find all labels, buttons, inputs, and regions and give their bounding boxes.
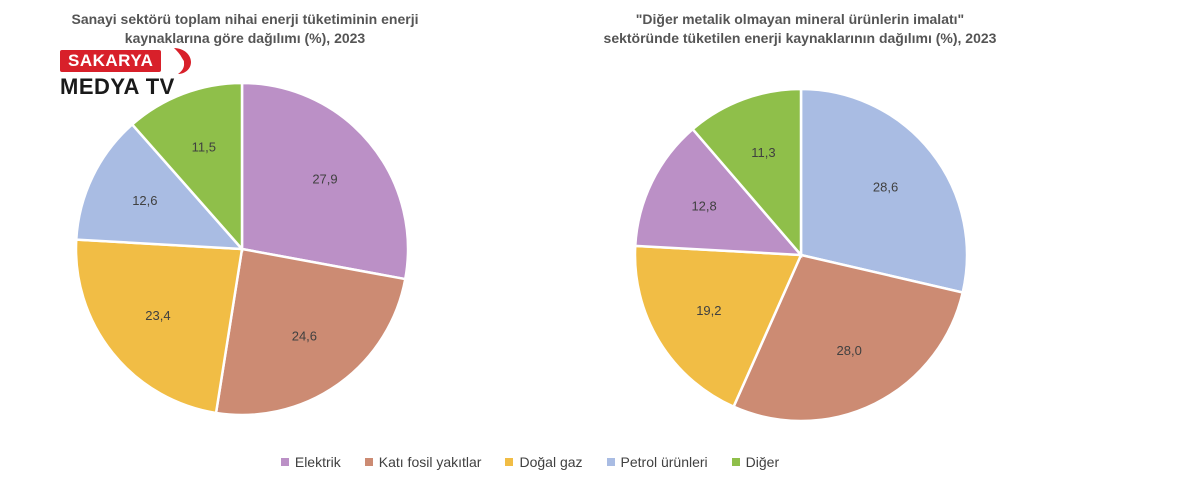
pie-label-left-3: 12,6 <box>132 193 157 208</box>
pie-label-left-0: 27,9 <box>312 171 337 186</box>
pie-slice-right-3 <box>633 127 804 257</box>
legend-item: Doğal gaz <box>505 454 583 470</box>
legend: Elektrik Katı fosil yakıtlar Doğal gaz Petr… <box>0 454 1060 470</box>
chart-title-right-line1: "Diğer metalik olmayan mineral ürünlerin… <box>635 11 965 27</box>
legend-swatch <box>606 458 615 466</box>
pie-label-right-2: 19,2 <box>696 303 721 318</box>
chart-title-right-line2: sektöründe tüketilen enerji kaynaklarını… <box>603 30 997 46</box>
legend-label: Elektrik <box>294 454 341 470</box>
pie-slice-left-1 <box>214 247 407 417</box>
chart-title-left: Sanayi sektörü toplam nihai enerji tüket… <box>0 10 490 48</box>
pie-slice-left-4 <box>130 81 244 253</box>
chart-title-left-line2: kaynaklarına göre dağılımı (%), 2023 <box>124 30 366 46</box>
chart-title-right: "Diğer metalik olmayan mineral ürünlerin… <box>535 10 1065 48</box>
legend-label: Doğal gaz <box>519 454 583 470</box>
pie-slice-right-1 <box>731 253 965 423</box>
pie-label-right-0: 28,6 <box>873 179 898 194</box>
chart-title-left-line1: Sanayi sektörü toplam nihai enerji tüket… <box>71 11 419 27</box>
logo-mark-icon <box>174 48 191 74</box>
legend-item: Diğer <box>731 454 780 470</box>
legend-item: Petrol ürünleri <box>606 454 708 470</box>
logo-text-bottom: MEDYA TV <box>60 74 175 99</box>
pie-label-left-1: 24,6 <box>292 329 317 344</box>
pie-label-left-2: 23,4 <box>145 308 170 323</box>
pie-label-left-4: 11,5 <box>192 139 216 154</box>
legend-swatch <box>731 458 740 466</box>
pie-label-right-3: 12,8 <box>691 199 716 214</box>
pie-label-right-1: 28,0 <box>837 343 862 358</box>
legend-swatch <box>364 458 373 466</box>
pie-slice-left-0 <box>240 81 410 281</box>
logo-text-top: SAKARYA <box>60 50 162 72</box>
pie-slice-right-0 <box>799 87 969 295</box>
pie-slice-right-4 <box>690 87 803 259</box>
legend-swatch <box>280 458 289 466</box>
legend-label: Katı fosil yakıtlar <box>378 454 482 470</box>
pie-slice-left-2 <box>74 238 244 415</box>
logo: SAKARYA MEDYA TV <box>58 46 193 102</box>
pie-slice-right-2 <box>633 244 803 409</box>
legend-label: Diğer <box>745 454 780 470</box>
pie-slice-left-3 <box>74 122 245 251</box>
legend-item: Katı fosil yakıtlar <box>364 454 482 470</box>
legend-swatch <box>505 458 514 466</box>
legend-item: Elektrik <box>280 454 341 470</box>
legend-label: Petrol ürünleri <box>620 454 708 470</box>
pie-label-right-4: 11,3 <box>751 145 775 160</box>
